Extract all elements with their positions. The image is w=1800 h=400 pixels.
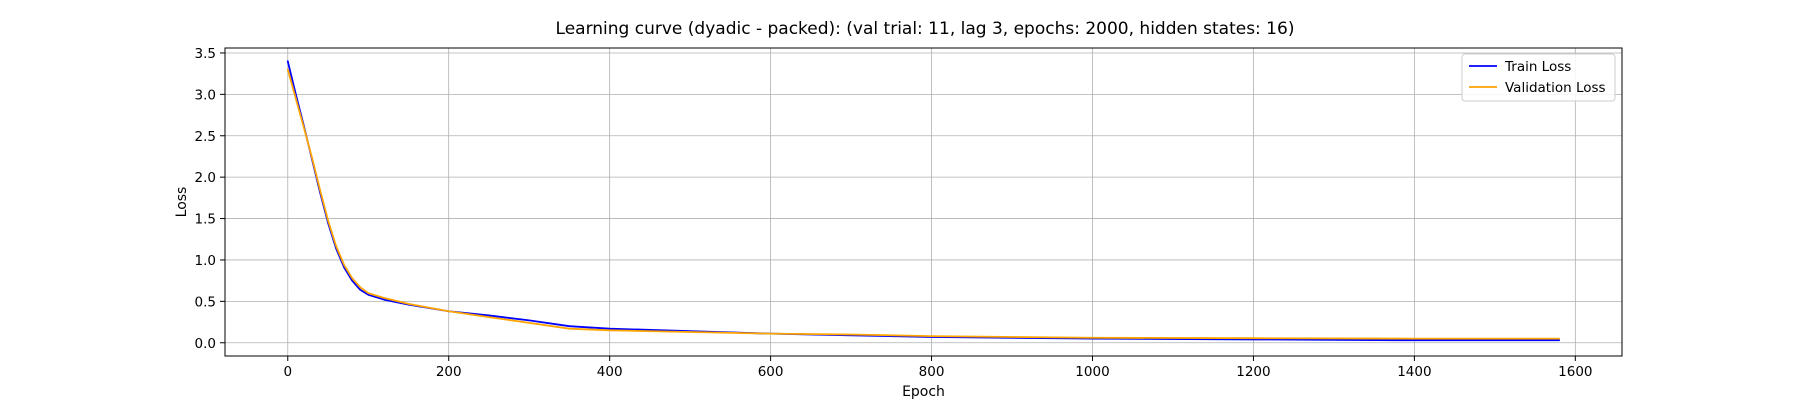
x-tick-label: 1600 [1558,364,1592,380]
y-tick-label: 0.0 [195,336,216,352]
legend: Train Loss Validation Loss [1461,53,1616,102]
legend-label-validation-loss: Validation Loss [1505,80,1606,96]
x-axis-ticks: 0 200 400 600 800 1000 1200 1400 1600 [283,356,1593,380]
y-tick-label: 3.0 [195,87,216,103]
y-tick-label: 2.5 [195,129,216,145]
x-tick-label: 1000 [1075,364,1109,380]
x-tick-label: 1400 [1397,364,1431,380]
x-tick-label: 1200 [1236,364,1270,380]
chart-title: Learning curve (dyadic - packed): (val t… [556,19,1295,39]
plot-frame [224,47,1623,357]
y-tick-label: 2.0 [195,170,216,186]
x-tick-label: 800 [919,364,945,380]
legend-label-train-loss: Train Loss [1504,59,1571,75]
x-tick-label: 200 [436,364,462,380]
legend-box [1461,53,1616,102]
y-tick-label: 0.5 [195,294,216,310]
x-tick-label: 0 [283,364,292,380]
series-lines [286,60,1561,342]
y-tick-label: 1.0 [195,253,216,269]
x-tick-label: 400 [597,364,623,380]
y-axis-ticks: 0.0 0.5 1.0 1.5 2.0 2.5 3.0 3.5 [195,46,225,352]
x-axis-label: Epoch [902,384,945,400]
plot-background [225,48,1622,356]
x-tick-label: 600 [758,364,784,380]
y-tick-label: 3.5 [195,46,216,62]
y-tick-label: 1.5 [195,212,216,228]
series-line-validation-loss [286,68,1561,340]
y-axis-label: Loss [174,187,190,218]
